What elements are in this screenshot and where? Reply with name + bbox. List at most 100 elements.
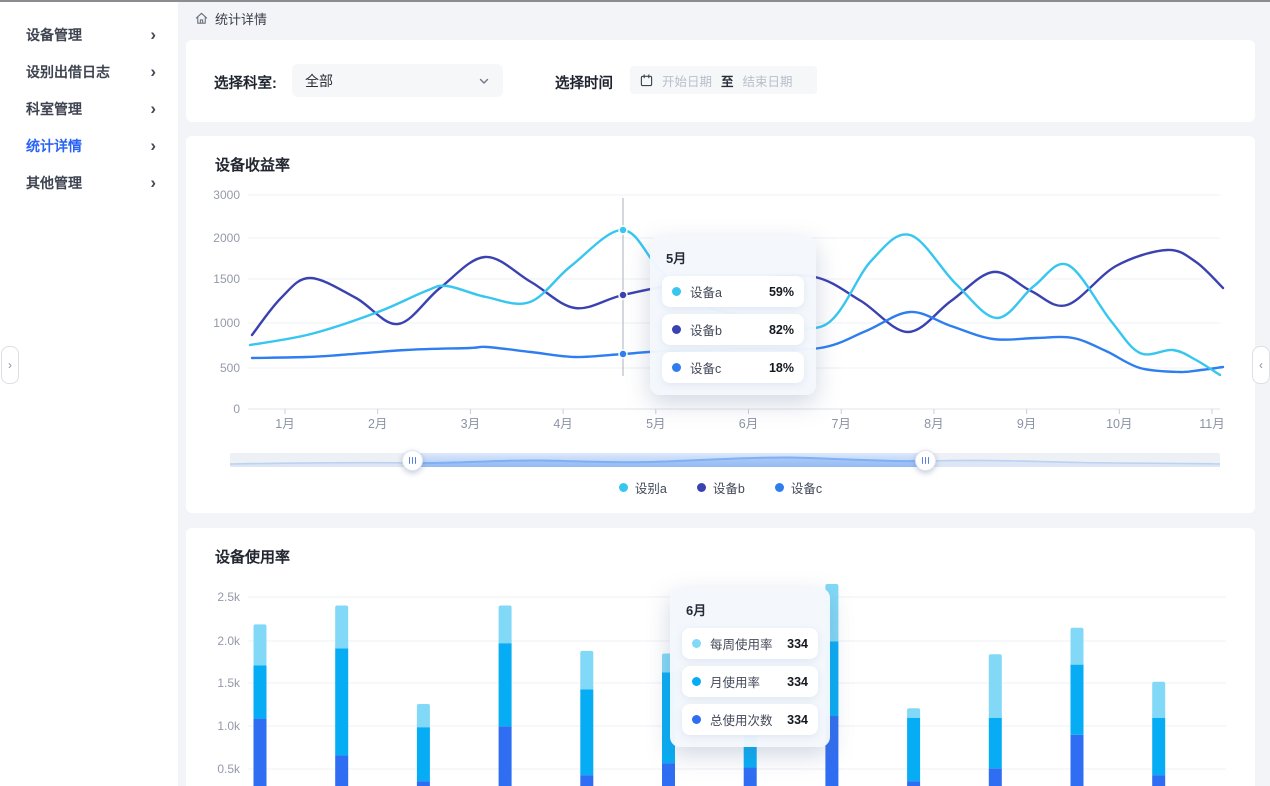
tooltip-series-name: 月使用率 xyxy=(710,676,761,690)
svg-text:3月: 3月 xyxy=(461,417,480,431)
start-date-placeholder[interactable]: 开始日期 xyxy=(662,74,713,89)
tooltip-series-name: 设备b xyxy=(690,324,722,338)
datazoom-selection[interactable] xyxy=(412,453,925,467)
datazoom-right-handle[interactable] xyxy=(915,450,936,471)
revenue-chart-title: 设备收益率 xyxy=(215,157,291,174)
svg-text:10月: 10月 xyxy=(1106,417,1132,431)
sidebar-item-label: 统计详情 xyxy=(26,137,82,154)
tooltip-series-name: 总使用次数 xyxy=(710,714,773,728)
panel-expand-toggle[interactable]: ‹ xyxy=(1252,346,1270,384)
svg-text:1000: 1000 xyxy=(213,316,240,330)
sidebar-item-label: 其他管理 xyxy=(26,174,82,191)
legend-label: 设备c xyxy=(790,482,823,496)
tooltip-series-value: 18% xyxy=(768,360,794,375)
tooltip-row: 设备b 82% xyxy=(662,314,804,345)
svg-text:1500: 1500 xyxy=(213,272,240,286)
svg-text:2000: 2000 xyxy=(213,231,240,245)
legend-dot-icon xyxy=(774,483,784,492)
sidebar: 设备管理 › 设别出借日志 › 科室管理 › 统计详情 › 其他管理 › xyxy=(0,2,178,786)
usage-chart-card: 设备使用率 2.5k 2.0k 1.5k 1.0k 0.5k 6月 每周使用率 334 月使… xyxy=(186,528,1255,786)
calendar-icon xyxy=(640,73,653,86)
tooltip-row: 设备a 59% xyxy=(662,276,804,307)
sidebar-item-label: 科室管理 xyxy=(26,100,82,117)
breadcrumb[interactable]: 统计详情 xyxy=(194,9,267,28)
svg-text:1.0k: 1.0k xyxy=(217,719,241,733)
chevron-right-icon: › xyxy=(150,172,156,192)
series-dot-icon xyxy=(672,363,681,372)
tooltip-series-name: 每周使用率 xyxy=(710,638,773,652)
svg-text:8月: 8月 xyxy=(924,417,943,431)
chevron-right-icon: › xyxy=(150,24,156,44)
usage-chart-tooltip: 6月 每周使用率 334 月使用率 334 总使用次数 334 xyxy=(670,588,830,747)
svg-text:11月: 11月 xyxy=(1199,417,1224,431)
date-range-separator: 至 xyxy=(721,74,734,89)
date-range-picker[interactable]: 开始日期 至 结束日期 xyxy=(630,66,817,94)
chevron-right-icon: › xyxy=(150,98,156,118)
chevron-right-icon: › xyxy=(150,135,156,155)
window-top-border xyxy=(0,0,1270,2)
legend-label: 设备b xyxy=(712,482,745,496)
breadcrumb-label: 统计详情 xyxy=(215,12,268,27)
home-icon xyxy=(195,12,208,24)
tooltip-series-value: 334 xyxy=(787,712,808,727)
tooltip-series-name: 设备c xyxy=(690,362,722,376)
sidebar-item-label: 设别出借日志 xyxy=(26,63,110,80)
revenue-chart-tooltip: 5月 设备a 59% 设备b 82% 设备c 18% xyxy=(650,236,816,395)
sidebar-item[interactable]: 统计详情 › xyxy=(0,127,178,164)
sidebar-item[interactable]: 设别出借日志 › xyxy=(0,53,178,90)
sidebar-item[interactable]: 其他管理 › xyxy=(0,164,178,201)
legend-dot-icon xyxy=(618,483,628,492)
chevron-down-icon xyxy=(479,78,489,84)
sidebar-nav: 设备管理 › 设别出借日志 › 科室管理 › 统计详情 › 其他管理 › xyxy=(0,2,178,201)
revenue-chart-legend: 设别a 设备b 设备c xyxy=(186,478,1255,497)
usage-bar-chart[interactable]: 2.5k 2.0k 1.5k 1.0k 0.5k xyxy=(186,528,1255,786)
svg-text:1.5k: 1.5k xyxy=(217,676,241,690)
svg-text:6月: 6月 xyxy=(739,417,758,431)
svg-text:5月: 5月 xyxy=(646,417,665,431)
sidebar-item[interactable]: 设备管理 › xyxy=(0,16,178,53)
legend-item[interactable]: 设备b xyxy=(696,478,745,497)
svg-text:2月: 2月 xyxy=(368,417,387,431)
time-select-label: 选择时间 xyxy=(555,76,613,92)
svg-text:4月: 4月 xyxy=(553,417,572,431)
svg-text:1月: 1月 xyxy=(275,417,294,431)
tooltip-series-value: 82% xyxy=(768,322,794,337)
tooltip-row: 总使用次数 334 xyxy=(682,704,818,735)
series-dot-icon xyxy=(672,325,681,334)
series-dot-icon xyxy=(692,639,701,648)
series-dot-icon xyxy=(692,677,701,686)
svg-text:500: 500 xyxy=(220,361,240,375)
svg-text:3000: 3000 xyxy=(213,188,240,202)
tooltip-row: 每周使用率 334 xyxy=(682,628,818,659)
dept-select-label: 选择科室: xyxy=(214,76,277,92)
series-dot-icon xyxy=(672,287,681,296)
svg-text:7月: 7月 xyxy=(831,417,850,431)
usage-chart-title: 设备使用率 xyxy=(215,549,291,566)
dept-select-value: 全部 xyxy=(305,72,333,89)
legend-dot-icon xyxy=(696,483,706,492)
revenue-chart-card: 设备收益率 3000 2000 1500 1000 500 0 1月 2月 3月 4月 5月 6月 7月… xyxy=(186,136,1255,513)
series-dot-icon xyxy=(692,715,701,724)
tooltip-series-value: 334 xyxy=(787,636,808,651)
legend-label: 设别a xyxy=(634,482,667,496)
legend-item[interactable]: 设别a xyxy=(618,478,667,497)
svg-text:0.5k: 0.5k xyxy=(217,762,241,776)
tooltip-series-name: 设备a xyxy=(690,286,722,300)
svg-text:9月: 9月 xyxy=(1017,417,1036,431)
tooltip-row: 设备c 18% xyxy=(662,352,804,383)
tooltip-title: 5月 xyxy=(666,251,687,266)
datazoom-left-handle[interactable] xyxy=(402,450,423,471)
tooltip-series-value: 59% xyxy=(768,284,794,299)
end-date-placeholder[interactable]: 结束日期 xyxy=(742,74,793,89)
dept-select[interactable]: 全部 xyxy=(292,64,503,97)
sidebar-item-label: 设备管理 xyxy=(26,26,82,43)
tooltip-title: 6月 xyxy=(686,603,707,618)
legend-item[interactable]: 设备c xyxy=(774,478,823,497)
sidebar-collapse-toggle[interactable]: › xyxy=(1,346,19,384)
chevron-right-icon: › xyxy=(150,61,156,81)
tooltip-row: 月使用率 334 xyxy=(682,666,818,697)
svg-text:2.5k: 2.5k xyxy=(217,590,241,604)
tooltip-series-value: 334 xyxy=(787,674,808,689)
sidebar-item[interactable]: 科室管理 › xyxy=(0,90,178,127)
